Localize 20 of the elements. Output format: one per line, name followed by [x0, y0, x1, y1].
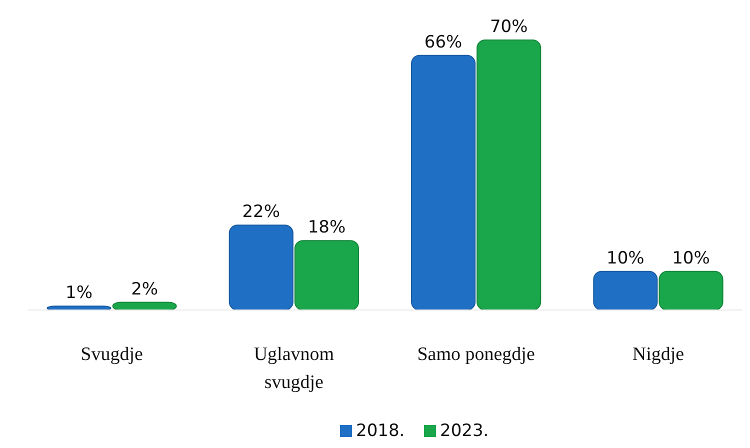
bar — [228, 224, 294, 310]
bar — [294, 240, 359, 310]
data-label: 10% — [672, 248, 710, 268]
bar — [593, 270, 658, 310]
data-label: 1% — [66, 283, 92, 304]
legend-label: 2018. — [356, 421, 405, 441]
data-label: 18% — [308, 218, 346, 238]
data-label: 66% — [424, 32, 462, 52]
x-tick-label: Nigdje — [632, 344, 684, 365]
bar — [476, 40, 542, 310]
data-label: 70% — [490, 17, 528, 37]
data-label: 10% — [606, 248, 644, 268]
x-tick-label: Svugdje — [80, 344, 143, 365]
bar — [411, 54, 476, 310]
x-tick-label: Samo ponegdje — [417, 344, 535, 365]
data-label: 2% — [131, 279, 158, 300]
data-label: 22% — [242, 202, 280, 222]
legend-label: 2023. — [440, 421, 489, 441]
bar — [658, 270, 724, 310]
x-tick-label: Uglavnom svugdje — [254, 344, 334, 393]
